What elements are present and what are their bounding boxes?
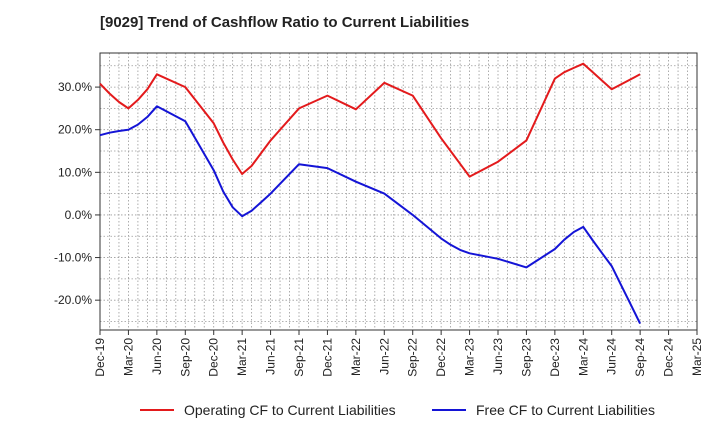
x-tick-label: Dec-19 — [93, 338, 107, 377]
y-tick-label: -10.0% — [54, 251, 92, 265]
legend: Operating CF to Current Liabilities Free… — [0, 402, 720, 428]
legend-swatch-operating — [140, 409, 174, 411]
x-tick-label: Jun-21 — [264, 338, 278, 375]
legend-item-free: Free CF to Current Liabilities — [432, 402, 655, 418]
series-line-operating-cf — [99, 62, 641, 178]
x-tick-label: Dec-22 — [434, 338, 448, 377]
x-tick-label: Dec-21 — [320, 338, 334, 377]
y-tick-label: 30.0% — [58, 80, 92, 94]
x-tick-label: Jun-22 — [377, 338, 391, 375]
x-tick-label: Jun-23 — [491, 338, 505, 375]
x-tick-label: Mar-25 — [690, 338, 704, 376]
x-tick-label: Jun-24 — [605, 338, 619, 375]
x-tick-label: Mar-23 — [463, 338, 477, 376]
legend-label-operating: Operating CF to Current Liabilities — [184, 402, 396, 418]
y-tick-label: 20.0% — [58, 123, 92, 137]
x-tick-label: Dec-24 — [662, 338, 676, 377]
y-tick-label: 10.0% — [58, 165, 92, 179]
x-tick-label: Mar-22 — [349, 338, 363, 376]
x-tick-label: Sep-24 — [633, 338, 647, 377]
x-tick-label: Mar-24 — [576, 338, 590, 376]
y-tick-label: -20.0% — [54, 293, 92, 307]
legend-label-free: Free CF to Current Liabilities — [476, 402, 655, 418]
y-tick-label: 0.0% — [65, 208, 93, 222]
x-tick-label: Sep-22 — [406, 338, 420, 377]
legend-swatch-free — [432, 409, 466, 411]
x-tick-label: Sep-23 — [519, 338, 533, 377]
x-tick-label: Sep-20 — [178, 338, 192, 377]
x-tick-label: Mar-20 — [121, 338, 135, 376]
x-tick-label: Mar-21 — [235, 338, 249, 376]
plot-frame — [99, 52, 698, 331]
legend-item-operating: Operating CF to Current Liabilities — [140, 402, 396, 418]
series-line-free-cf — [99, 105, 641, 325]
x-tick-label: Dec-23 — [548, 338, 562, 377]
x-tick-label: Sep-21 — [292, 338, 306, 377]
x-tick-label: Jun-20 — [150, 338, 164, 375]
x-tick-label: Dec-20 — [207, 338, 221, 377]
chart-title: [9029] Trend of Cashflow Ratio to Curren… — [100, 14, 470, 31]
